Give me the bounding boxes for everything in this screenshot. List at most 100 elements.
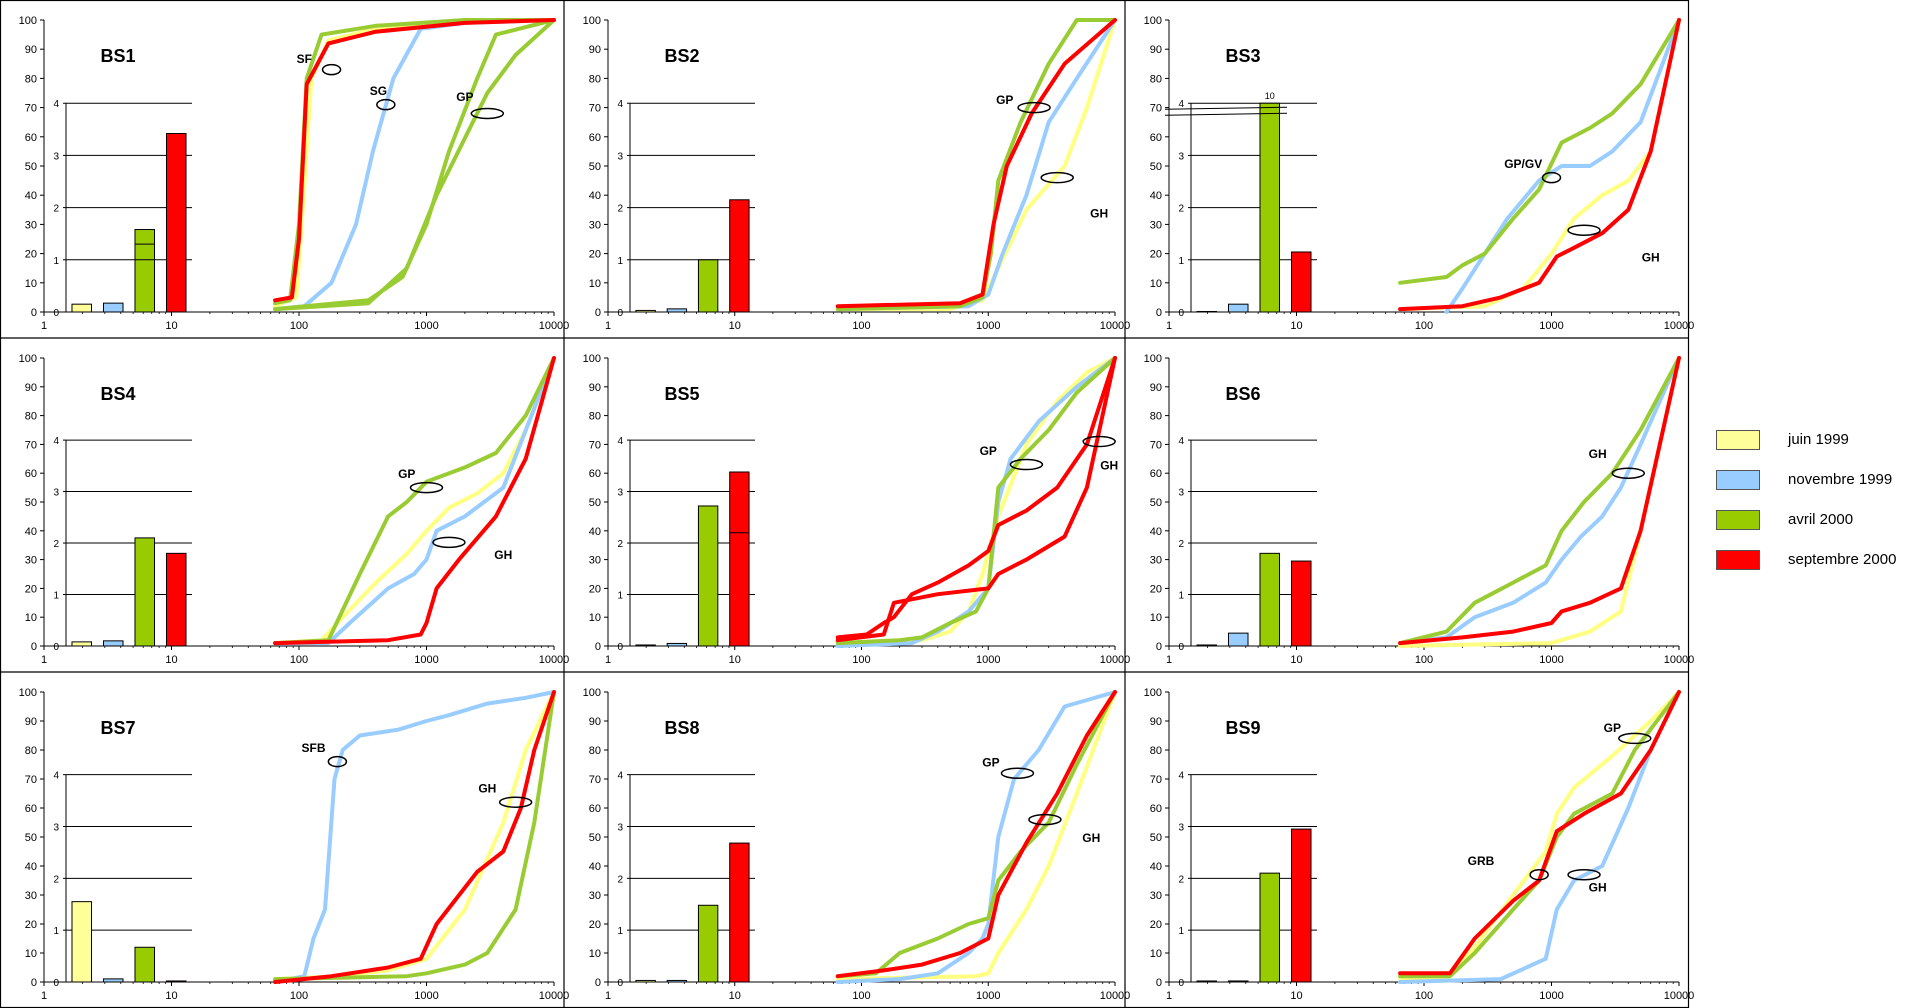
x-tick-label: 100 [1415,320,1433,332]
annotation-label: GP [1604,721,1621,735]
annotation-label: GP [980,444,997,458]
y-tick-label: 70 [25,103,37,115]
inset-y-tick-label: 0 [1178,642,1184,653]
y-tick-label: 60 [1150,132,1162,144]
axis-break-mark [1164,106,1288,110]
y-tick-label: 100 [583,353,601,365]
y-tick-label: 80 [1150,411,1162,423]
bar-avril-2000 [134,229,156,313]
bar-avril-2000 [1259,552,1281,647]
x-tick-label: 100 [290,990,308,1002]
x-tick-label: 10000 [539,654,570,666]
inset-y-tick-label: 3 [1178,488,1184,499]
x-tick-label: 10 [165,654,177,666]
y-tick-label: 70 [589,774,601,786]
panel-title: BS1 [100,46,135,66]
inset-y-tick-label: 1 [1178,256,1184,267]
series-line-novembre-1999 [835,356,1117,648]
annotation-ellipse [1529,868,1549,881]
bar-septembre-2000 [1290,251,1312,313]
series-line-novembre-1999 [1398,690,1681,984]
y-tick-label: 10 [1150,948,1162,960]
bar-novembre-1999 [102,978,124,983]
inset-y-tick-label: 0 [1178,978,1184,989]
x-tick-label: 10000 [1664,654,1695,666]
y-tick-label: 70 [25,439,37,451]
bar-septembre-2000 [165,980,187,983]
y-tick-label: 70 [1150,439,1162,451]
y-tick-label: 40 [1150,861,1162,873]
inset-y-tick-label: 4 [1178,771,1184,782]
annotation-ellipse [1000,767,1035,779]
y-tick-label: 90 [1150,382,1162,394]
inset-y-tick-label: 2 [617,204,623,215]
y-tick-label: 70 [1150,774,1162,786]
inset-y-tick-label: 1 [1178,926,1184,937]
bar-juin-1999 [635,309,656,313]
x-tick-label: 1 [41,654,47,666]
annotation-label: GP [982,756,999,770]
annotation-label: GH [1642,251,1660,265]
y-tick-label: 40 [25,526,37,538]
x-tick-label: 10000 [1100,320,1131,332]
legend-swatch-novembre-1999 [1716,470,1760,490]
annotation-ellipse [321,63,342,76]
panel-title: BS5 [664,384,699,404]
series-line-avril-2000 [1398,18,1681,285]
bar-juin-1999 [635,644,656,647]
y-tick-label: 0 [1156,307,1162,319]
y-tick-label: 20 [589,919,601,931]
y-tick-label: 60 [1150,803,1162,815]
y-tick-label: 90 [589,382,601,394]
y-tick-label: 40 [1150,190,1162,202]
x-tick-label: 1000 [414,990,438,1002]
inset-y-tick-label: 2 [53,204,59,215]
inset-y-tick-label: 4 [53,99,59,110]
x-tick-label: 10 [729,654,741,666]
inset-y-tick-label: 0 [617,308,623,319]
y-tick-label: 20 [589,583,601,595]
x-tick-label: 1000 [976,654,1000,666]
y-tick-label: 50 [589,161,601,173]
y-tick-label: 50 [25,161,37,173]
y-tick-label: 90 [25,44,37,56]
x-tick-label: 10 [1290,990,1302,1002]
panel-title: BS8 [664,718,699,738]
annotation-label: GH [1082,831,1100,845]
x-tick-label: 100 [290,654,308,666]
bar-avril-2000 [1259,102,1281,313]
y-tick-label: 60 [25,132,37,144]
y-tick-label: 60 [1150,468,1162,480]
y-tick-label: 40 [589,861,601,873]
inset-y-tick-label: 2 [1178,204,1184,215]
y-tick-label: 10 [25,278,37,290]
annotation-label: GP [398,467,415,481]
x-tick-label: 1000 [1539,990,1563,1002]
bar-juin-1999 [635,979,656,983]
y-tick-label: 30 [25,890,37,902]
series-line-novembre-1999 [835,690,1117,984]
y-tick-label: 20 [1150,249,1162,261]
bar-septembre-2000 [1290,560,1312,647]
bar-avril-2000 [134,946,156,983]
y-tick-label: 70 [25,774,37,786]
y-tick-label: 20 [1150,919,1162,931]
legend-label-septembre-2000: septembre 2000 [1788,551,1897,568]
series-line-juin-1999 [835,690,1117,982]
series-line-juin-1999 [1398,690,1681,982]
legend-label-novembre-1999: novembre 1999 [1788,471,1893,488]
bar-novembre-1999 [1227,632,1249,647]
y-tick-label: 90 [589,716,601,728]
y-tick-label: 80 [1150,745,1162,757]
annotation-ellipse [409,481,444,494]
legend-swatch-septembre-2000 [1716,550,1760,570]
panel-title: BS3 [1225,46,1260,66]
annotation-label: GP [996,93,1013,107]
bar-septembre-2000 [729,842,750,983]
panel-title: BS6 [1225,384,1260,404]
series-line-avril-2000 [1398,356,1681,646]
inset-y-tick-label: 3 [53,151,59,162]
